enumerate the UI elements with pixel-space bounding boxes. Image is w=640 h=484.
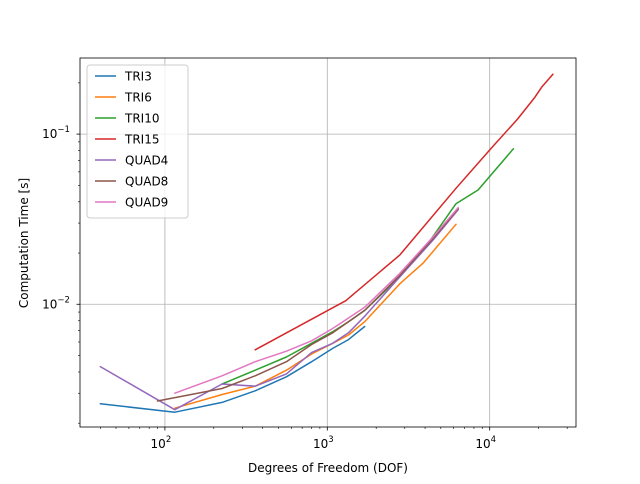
y-axis-label: Computation Time [s] bbox=[17, 178, 31, 308]
legend-label: TRI15 bbox=[124, 133, 159, 147]
series-line-tri6 bbox=[174, 223, 457, 409]
y-tick-label: 10−2 bbox=[42, 295, 70, 311]
y-tick-labels: 10−210−1 bbox=[42, 125, 70, 311]
x-tick-label: 103 bbox=[313, 435, 334, 451]
series-line-tri15 bbox=[254, 73, 554, 351]
x-tick-label: 102 bbox=[151, 435, 172, 451]
x-axis-label: Degrees of Freedom (DOF) bbox=[248, 461, 408, 475]
series-line-tri3 bbox=[99, 325, 366, 413]
legend-label: QUAD4 bbox=[125, 154, 168, 168]
y-tick-base: 10 bbox=[42, 297, 57, 311]
series-line-quad4 bbox=[99, 208, 459, 411]
x-tick-exponent: 3 bbox=[328, 435, 333, 445]
y-tick-base: 10 bbox=[42, 127, 57, 141]
x-tick-base: 10 bbox=[475, 437, 490, 451]
x-tick-base: 10 bbox=[313, 437, 328, 451]
y-tick-exponent: −2 bbox=[57, 295, 70, 305]
x-tick-label: 104 bbox=[475, 435, 496, 451]
series-lines bbox=[99, 73, 554, 413]
legend-label: TRI3 bbox=[124, 70, 152, 84]
legend-label: TRI10 bbox=[124, 112, 159, 126]
legend: TRI3 TRI6 TRI10 TRI15 QUAD4 QUAD8 QUAD9 bbox=[86, 64, 189, 219]
y-tick-exponent: −1 bbox=[57, 125, 70, 135]
plot-frame bbox=[79, 57, 577, 428]
x-tick-labels: 102 103 104 bbox=[151, 435, 496, 451]
x-tick-exponent: 2 bbox=[166, 435, 171, 445]
series-line-quad9 bbox=[174, 206, 459, 394]
legend-box bbox=[86, 64, 189, 219]
legend-label: QUAD8 bbox=[125, 175, 168, 189]
series-line-tri10 bbox=[221, 148, 515, 385]
x-tick-base: 10 bbox=[151, 437, 166, 451]
series-line-quad8 bbox=[156, 207, 459, 402]
x-tick-exponent: 4 bbox=[491, 435, 496, 445]
y-tick-label: 10−1 bbox=[42, 125, 70, 141]
legend-label: TRI6 bbox=[124, 91, 152, 105]
legend-label: QUAD9 bbox=[125, 196, 168, 210]
